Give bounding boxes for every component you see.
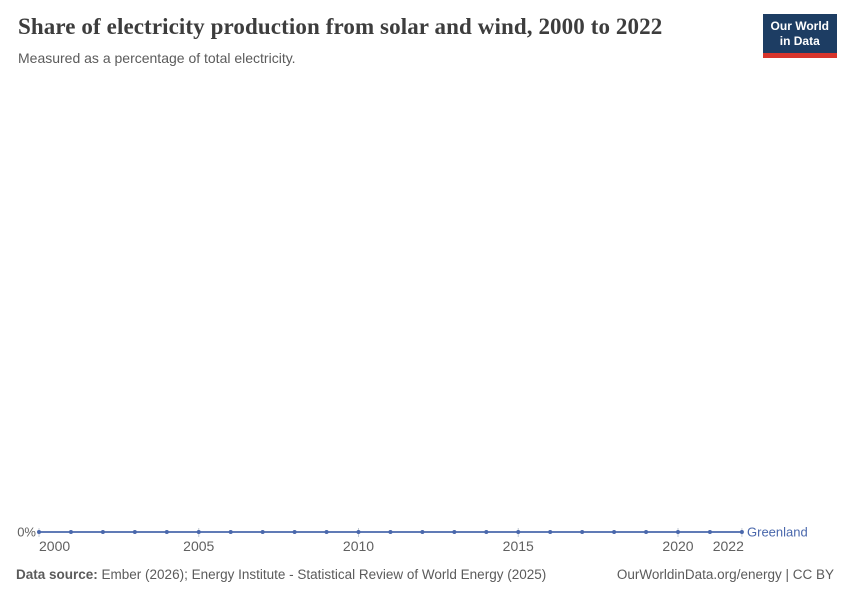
x-axis-tick-label-2022: 2022 (712, 538, 744, 554)
data-point-2015 (516, 530, 521, 534)
data-point-2004 (164, 530, 169, 534)
data-point-2018 (612, 530, 617, 534)
data-point-2016 (548, 530, 553, 534)
page-title: Share of electricity production from sol… (18, 14, 663, 39)
data-point-2013 (452, 530, 457, 534)
y-axis-tick-label: 0% (17, 524, 36, 540)
license-credit-link[interactable]: OurWorldinData.org/energy | CC BY (616, 567, 834, 582)
data-source-text: Ember (2026); Energy Institute - Statist… (97, 567, 547, 582)
data-point-2000 (37, 530, 41, 534)
chart-subtitle: Measured as a percentage of total electr… (18, 50, 296, 66)
owid-logo[interactable]: Our World in Data (762, 14, 837, 58)
series-label-greenland[interactable]: Greenland (747, 524, 808, 540)
owid-logo-line1: Our World (770, 19, 829, 33)
data-source-label: Data source: (16, 567, 98, 582)
data-point-2008 (292, 530, 297, 534)
data-point-2011 (388, 530, 393, 534)
data-point-2003 (132, 530, 137, 534)
data-source-note: Data source: Ember (2026); Energy Instit… (16, 567, 546, 582)
data-point-2021 (707, 530, 712, 534)
data-point-2010 (356, 530, 361, 534)
data-point-2009 (324, 530, 329, 534)
data-point-2001 (68, 530, 73, 534)
data-point-2014 (484, 530, 489, 534)
chart-footer: Data source: Ember (2026); Energy Instit… (16, 567, 834, 582)
data-point-2022 (739, 530, 744, 534)
x-axis-tick-label-2015: 2015 (502, 538, 534, 554)
x-axis-tick-label-2000: 2000 (39, 538, 71, 554)
data-point-2007 (260, 530, 265, 534)
x-axis-tick-label-2020: 2020 (662, 538, 694, 554)
data-point-2012 (420, 530, 425, 534)
x-axis-tick-label-2010: 2010 (342, 538, 375, 554)
data-point-2019 (644, 530, 649, 534)
data-point-2006 (228, 530, 233, 534)
owid-logo-line2: in Data (779, 34, 820, 48)
x-axis-tick-label-2005: 2005 (183, 538, 215, 554)
data-point-2005 (196, 530, 201, 534)
data-point-2002 (100, 530, 105, 534)
data-point-2017 (580, 530, 585, 534)
data-point-2020 (676, 530, 680, 534)
